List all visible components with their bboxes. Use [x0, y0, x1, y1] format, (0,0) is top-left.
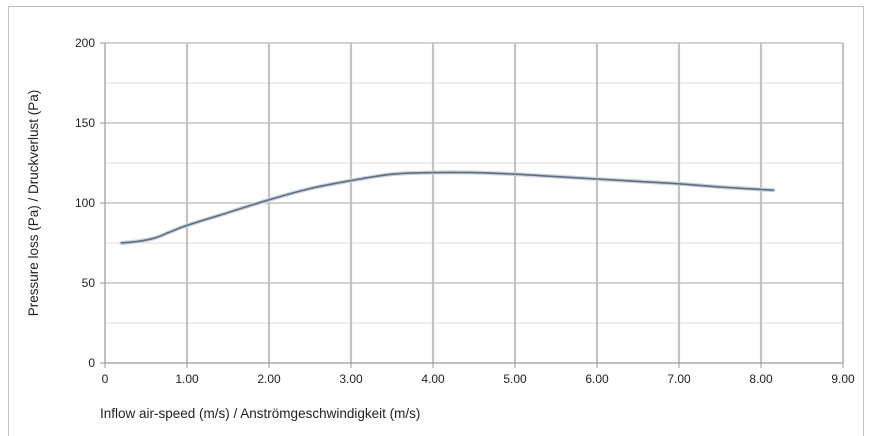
- series-layer: [119, 170, 776, 245]
- y-tick-labels: 0 50 100 150 200: [75, 36, 95, 370]
- x-tick-label: 4.00: [421, 372, 445, 386]
- x-tick-label: 1.00: [175, 372, 199, 386]
- axes: [100, 42, 844, 368]
- y-tick-label: 0: [88, 356, 95, 370]
- x-tick-labels: 0 1.00 2.00 3.00 4.00 5.00 6.00 7.00 8.00 9.00: [102, 372, 855, 386]
- y-tick-label: 200: [75, 36, 95, 50]
- chart-frame: [8, 6, 864, 436]
- x-tick-label: 5.00: [503, 372, 527, 386]
- x-tick-label: 8.00: [749, 372, 773, 386]
- y-tick-label: 50: [82, 276, 96, 290]
- x-tick-label: 6.00: [585, 372, 609, 386]
- series-line: [120, 171, 775, 244]
- y-tick-label: 150: [75, 116, 95, 130]
- x-tick-label: 7.00: [667, 372, 691, 386]
- y-axis-title: Pressure loss (Pa) / Druckverlust (Pa): [26, 90, 41, 317]
- x-axis-title: Inflow air-speed (m/s) / Anströmgeschwin…: [100, 406, 420, 421]
- grid: [105, 42, 845, 363]
- y-tick-label: 100: [75, 196, 95, 210]
- x-tick-label: 2.00: [257, 372, 281, 386]
- x-tick-label: 3.00: [339, 372, 363, 386]
- x-tick-label: 9.00: [831, 372, 855, 386]
- x-tick-label: 0: [102, 372, 109, 386]
